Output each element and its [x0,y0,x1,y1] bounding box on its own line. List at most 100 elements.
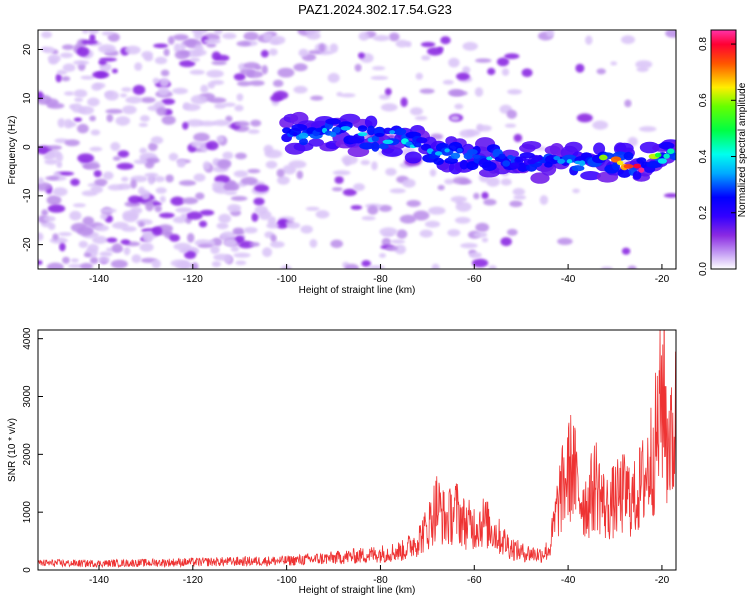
x-tick-label: -140 [89,274,109,285]
noise-speckle [138,221,145,228]
noise-speckle [180,213,187,220]
noise-speckle [296,170,304,180]
noise-speckle [360,159,371,166]
noise-speckle [92,235,108,244]
ridge-blob [308,138,325,147]
noise-speckle [395,39,409,48]
noise-speckle [210,80,224,85]
noise-speckle [179,60,196,68]
colorbar-tick-label: 0.4 [698,149,709,163]
y-tick-label: 1000 [22,501,33,524]
noise-speckle [216,135,225,143]
noise-speckle [266,222,279,229]
noise-speckle [487,67,496,76]
colorbar-label: Normalized spectral amplitude [737,82,748,217]
noise-speckle [288,160,307,169]
noise-speckle [78,240,89,248]
noise-speckle [100,213,108,220]
noise-speckle [117,150,130,158]
noise-speckle [174,50,190,60]
noise-speckle [234,121,250,127]
ridge-blob [444,157,458,164]
noise-speckle [572,188,580,194]
noise-speckle [151,226,163,236]
noise-speckle [198,220,208,228]
noise-speckle [90,185,103,194]
noise-speckle [46,102,65,109]
noise-speckle [243,31,259,41]
noise-speckle [63,91,75,96]
colorbar-tick-label: 0.8 [698,37,709,51]
noise-speckle [158,86,169,96]
noise-speckle [70,258,79,263]
noise-speckle [153,43,169,49]
noise-speckle [663,193,676,198]
ridge-blob [293,142,314,152]
noise-speckle [62,63,76,72]
noise-speckle [101,31,114,36]
x-tick-label: -100 [277,274,297,285]
noise-speckle [82,30,89,34]
noise-speckle [159,212,175,219]
noise-speckle [73,60,89,66]
noise-speckle [639,126,657,132]
noise-speckle [254,205,268,215]
noise-speckle [141,189,151,200]
x-tick-label: -40 [561,575,576,586]
y-tick-label: -10 [22,188,33,203]
noise-speckle [80,262,93,269]
noise-speckle [513,133,523,143]
noise-speckle [61,76,71,82]
noise-speckle [202,161,211,171]
noise-speckle [263,35,273,42]
ridge-blob [444,148,450,153]
noise-speckle [47,204,66,213]
noise-speckle [399,214,417,224]
noise-speckle [308,50,321,55]
noise-speckle [88,30,100,35]
noise-speckle [216,222,229,230]
noise-speckle [38,182,52,192]
y-tick-label: 10 [22,92,33,104]
noise-speckle [46,262,64,269]
spectrogram-x-axis: -140 -120 -100 -80 -60 -40 -20 [89,264,670,285]
ridge-blob [364,115,378,129]
noise-speckle [148,142,158,151]
y-tick-label: -20 [22,237,33,252]
noise-speckle [46,195,62,206]
noise-speckle [454,216,471,224]
noise-speckle [122,105,137,115]
noise-speckle [277,176,290,185]
ridge-blob [501,149,519,159]
noise-speckle [56,160,63,169]
noise-speckle [452,176,470,185]
noise-speckle [394,244,406,255]
noise-speckle [424,220,441,228]
snr-panel: -140 -120 -100 -80 -60 -40 -20 0 1000 2000 3000 40… [7,327,677,596]
noise-speckle [385,245,398,251]
noise-speckle [233,170,249,178]
ridge-blob [325,118,341,125]
noise-speckle [222,32,237,40]
noise-speckle [176,158,186,166]
noise-speckle [172,87,189,95]
noise-speckle [378,204,392,212]
noise-speckle [206,140,219,151]
ridge-blob [334,126,341,133]
ridge-blob [571,165,585,172]
noise-speckle [247,72,255,77]
noise-speckle [235,260,247,265]
noise-speckle [170,259,189,267]
noise-speckle [472,258,489,268]
ridge-blob [507,155,514,160]
noise-speckle [272,90,289,100]
noise-speckle [361,260,372,267]
noise-speckle [309,239,318,248]
ridge-blob [374,132,385,137]
noise-speckle [330,239,344,248]
ridge-blob [633,163,641,169]
snr-x-axis: -140 -120 -100 -80 -60 -40 -20 [89,565,670,586]
noise-speckle [70,178,80,186]
